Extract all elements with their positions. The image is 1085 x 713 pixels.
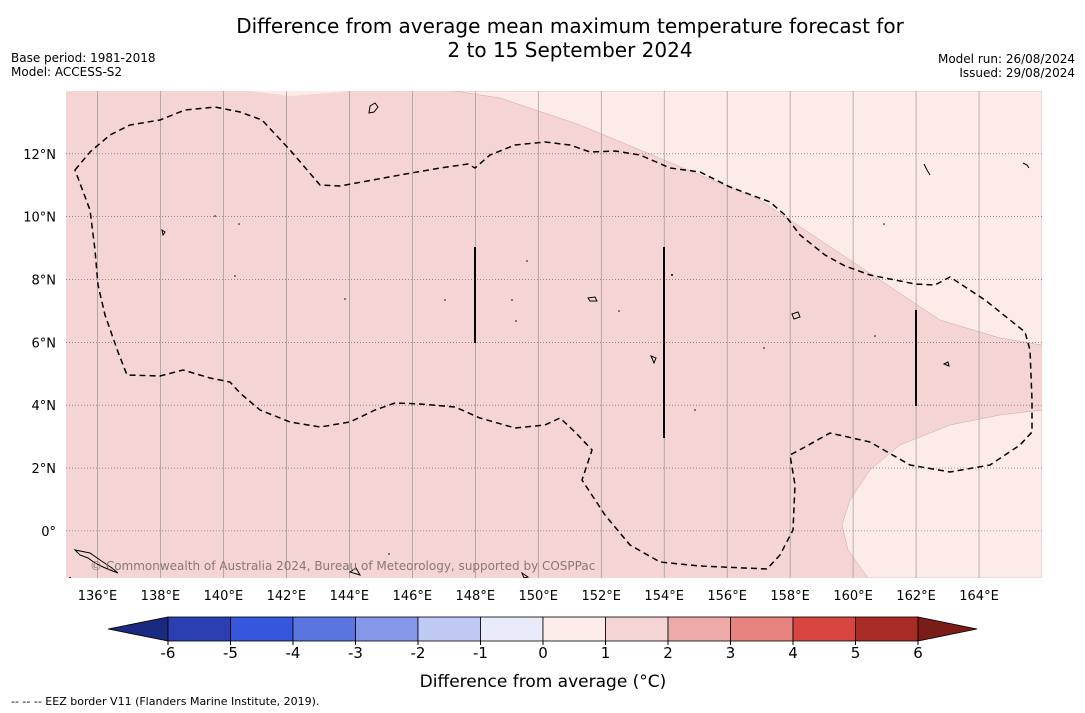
- lat-tick-label: 0°: [41, 525, 56, 540]
- small-atolls: [69, 215, 885, 578]
- colorbar-bin: [855, 616, 919, 642]
- colorbar-label: Difference from average (°C): [420, 672, 667, 692]
- colorbar-tick-label: 4: [788, 644, 798, 662]
- island: [650, 355, 657, 365]
- lon-tick-label: 150°E: [518, 589, 558, 604]
- longitude-ticks: 136°E 138°E 140°E 142°E 144°E 146°E 148°E 150°E…: [78, 589, 999, 604]
- lat-tick-label: 12°N: [23, 148, 56, 163]
- title-line-2: 2 to 15 September 2024: [447, 38, 693, 62]
- island: [161, 228, 166, 237]
- colorbar-bin: [230, 616, 294, 642]
- lon-tick-label: 154°E: [644, 589, 684, 604]
- model-run: Model run: 26/08/2024: [937, 52, 1075, 66]
- colorbar-tick-label: 6: [913, 644, 923, 662]
- island: [348, 567, 362, 576]
- colorbar-bin: [792, 616, 856, 642]
- anomaly-0-1-region-south: [841, 409, 1042, 578]
- colorbar-bin: [730, 616, 794, 642]
- lon-tick-label: 148°E: [456, 589, 496, 604]
- lon-tick-label: 144°E: [330, 589, 370, 604]
- island: [1022, 162, 1030, 169]
- title-line-1: Difference from average mean maximum tem…: [236, 14, 904, 38]
- lat-tick-label: 4°N: [32, 399, 57, 414]
- map-panel: © Commonwealth of Australia 2024, Bureau…: [66, 91, 1042, 578]
- colorbar-tick-label: -3: [348, 644, 363, 662]
- lat-tick-label: 6°N: [32, 336, 57, 351]
- colorbar-bin: [417, 616, 481, 642]
- island-chuuk: [587, 296, 598, 302]
- island-pohnpei: [791, 311, 801, 320]
- colorbar-ticks: -6 -5 -4 -3 -2 -1 0 1 2 3 4 5 6: [161, 641, 923, 662]
- anomaly-0-1-region-north: [454, 91, 1042, 346]
- island: [520, 571, 530, 578]
- lat-tick-label: 2°N: [32, 462, 57, 477]
- colorbar-extend-high: [917, 616, 978, 642]
- lon-tick-label: 158°E: [770, 589, 810, 604]
- lon-tick-label: 160°E: [833, 589, 873, 604]
- lon-tick-label: 140°E: [204, 589, 244, 604]
- colorbar-tick-label: -4: [286, 644, 301, 662]
- lat-tick-label: 10°N: [23, 211, 56, 226]
- lon-tick-label: 162°E: [896, 589, 936, 604]
- colorbar-bin: [292, 616, 356, 642]
- issued-date: Issued: 29/08/2024: [959, 66, 1075, 80]
- latitude-ticks: 12°N 10°N 8°N 6°N 4°N 2°N 0°: [23, 148, 56, 540]
- copyright-watermark: © Commonwealth of Australia 2024, Bureau…: [90, 559, 595, 573]
- lon-tick-label: 152°E: [581, 589, 621, 604]
- model-name: Model: ACCESS-S2: [11, 65, 123, 79]
- lon-tick-label: 142°E: [267, 589, 307, 604]
- colorbar-tick-label: 3: [726, 644, 736, 662]
- latitude-gridlines: [66, 153, 1042, 532]
- colorbar-bin: [480, 616, 544, 642]
- colorbar-tick-label: 1: [601, 644, 611, 662]
- colorbar-tick-label: -5: [223, 644, 238, 662]
- colorbar-tick-label: -2: [411, 644, 426, 662]
- lon-tick-label: 138°E: [141, 589, 181, 604]
- meta-left: Base period: 1981-2018 Model: ACCESS-S2: [11, 51, 156, 79]
- colorbar-tick-label: 0: [538, 644, 548, 662]
- eez-border: [74, 106, 1033, 570]
- colorbar-bin: [667, 616, 731, 642]
- graticule: [97, 91, 980, 578]
- island-guam: [368, 102, 379, 114]
- colorbar-tick-label: 2: [663, 644, 673, 662]
- meta-right: Model run: 26/08/2024 Issued: 29/08/2024: [938, 52, 1075, 80]
- island: [923, 163, 931, 176]
- lon-tick-label: 164°E: [959, 589, 999, 604]
- new-guinea-coast: [73, 549, 119, 574]
- colorbar-tick-label: -1: [473, 644, 488, 662]
- map-title: Difference from average mean maximum tem…: [170, 14, 970, 62]
- colorbar-bin: [542, 616, 606, 642]
- lon-tick-label: 156°E: [707, 589, 747, 604]
- anomaly-0-1-region-top: [250, 91, 350, 96]
- colorbar-bin: [355, 616, 419, 642]
- colorbar-extend-low: [107, 616, 169, 642]
- eez-footnote: -- -- -- EEZ border V11 (Flanders Marine…: [11, 695, 320, 708]
- lat-tick-label: 8°N: [32, 274, 57, 289]
- island-kosrae: [942, 361, 950, 367]
- lon-tick-label: 136°E: [78, 589, 118, 604]
- colorbar-tick-label: -6: [161, 644, 176, 662]
- colorbar-tick-label: 5: [851, 644, 861, 662]
- islands: [73, 102, 1030, 578]
- lon-tick-label: 146°E: [393, 589, 433, 604]
- base-period: Base period: 1981-2018: [11, 51, 156, 65]
- colorbar-bin: [167, 616, 231, 642]
- colorbar-bin: [605, 616, 669, 642]
- colorbar: [107, 616, 978, 642]
